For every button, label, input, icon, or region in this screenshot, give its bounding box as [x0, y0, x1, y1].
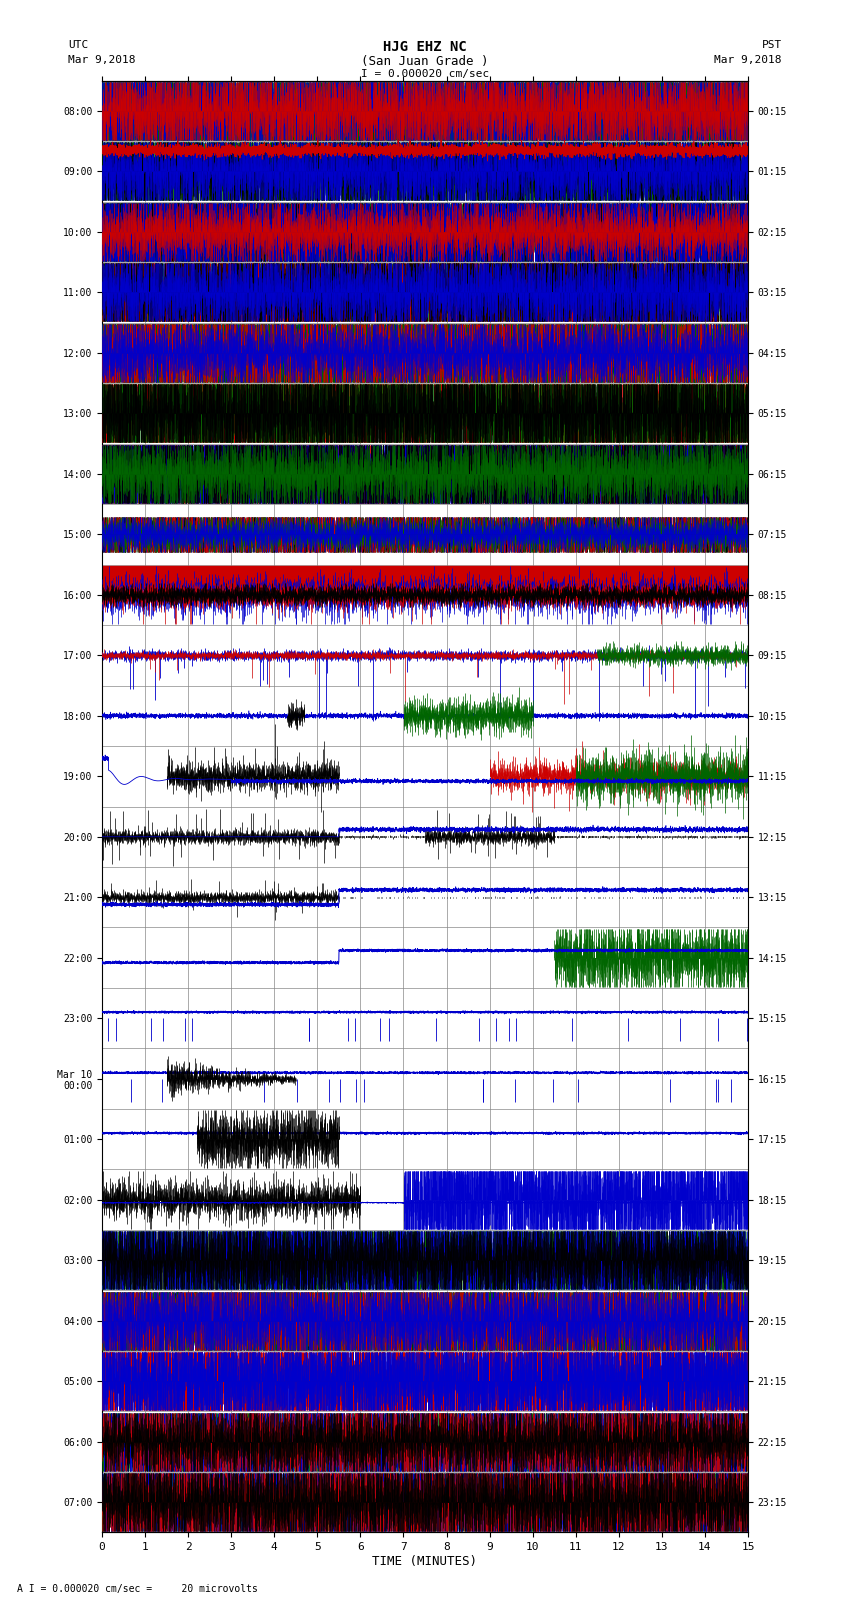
X-axis label: TIME (MINUTES): TIME (MINUTES): [372, 1555, 478, 1568]
Text: Mar 9,2018: Mar 9,2018: [68, 55, 135, 65]
Text: I = 0.000020 cm/sec: I = 0.000020 cm/sec: [361, 69, 489, 79]
Bar: [102, 566, 748, 589]
Text: UTC: UTC: [68, 40, 88, 50]
Text: PST: PST: [762, 40, 782, 50]
Text: (San Juan Grade ): (San Juan Grade ): [361, 55, 489, 68]
Text: Mar 9,2018: Mar 9,2018: [715, 55, 782, 65]
Text: HJG EHZ NC: HJG EHZ NC: [383, 40, 467, 55]
Text: A I = 0.000020 cm/sec =     20 microvolts: A I = 0.000020 cm/sec = 20 microvolts: [17, 1584, 258, 1594]
